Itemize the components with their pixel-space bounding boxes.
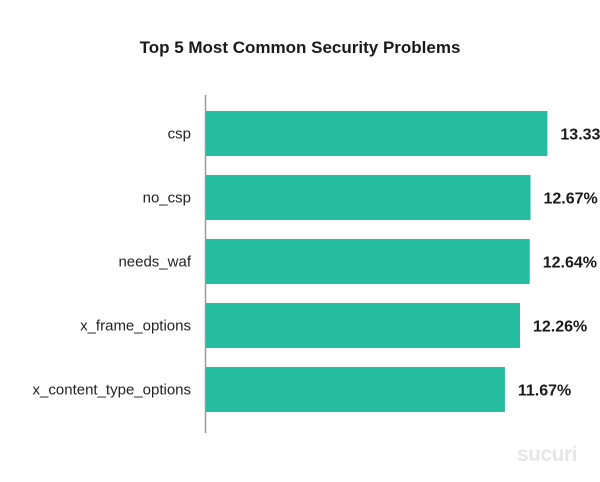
value-label-x_frame_options: 12.26% [533, 319, 587, 336]
sucuri-logo-watermark: sucuri [517, 443, 577, 466]
bar-x_content_type_options [206, 367, 505, 412]
bar-csp [206, 111, 548, 156]
bar-needs_waf [206, 239, 530, 284]
bar-no_csp [206, 175, 531, 220]
category-label-x_frame_options: x_frame_options [80, 318, 191, 335]
value-label-csp: 13.33% [560, 127, 600, 144]
category-label-no_csp: no_csp [143, 190, 191, 207]
chart-title: Top 5 Most Common Security Problems [140, 38, 461, 57]
category-label-needs_waf: needs_waf [118, 254, 191, 271]
bars-group: csp 13.33% no_csp 12.67% needs_waf 12.64% x_fr… [33, 111, 600, 412]
value-label-no_csp: 12.67% [544, 191, 598, 208]
value-label-needs_waf: 12.64% [543, 255, 597, 272]
value-label-x_content_type_options: 11.67% [518, 383, 571, 400]
bar-x_frame_options [206, 303, 521, 348]
category-label-csp: csp [168, 126, 191, 143]
category-label-x_content_type_options: x_content_type_options [33, 382, 191, 399]
